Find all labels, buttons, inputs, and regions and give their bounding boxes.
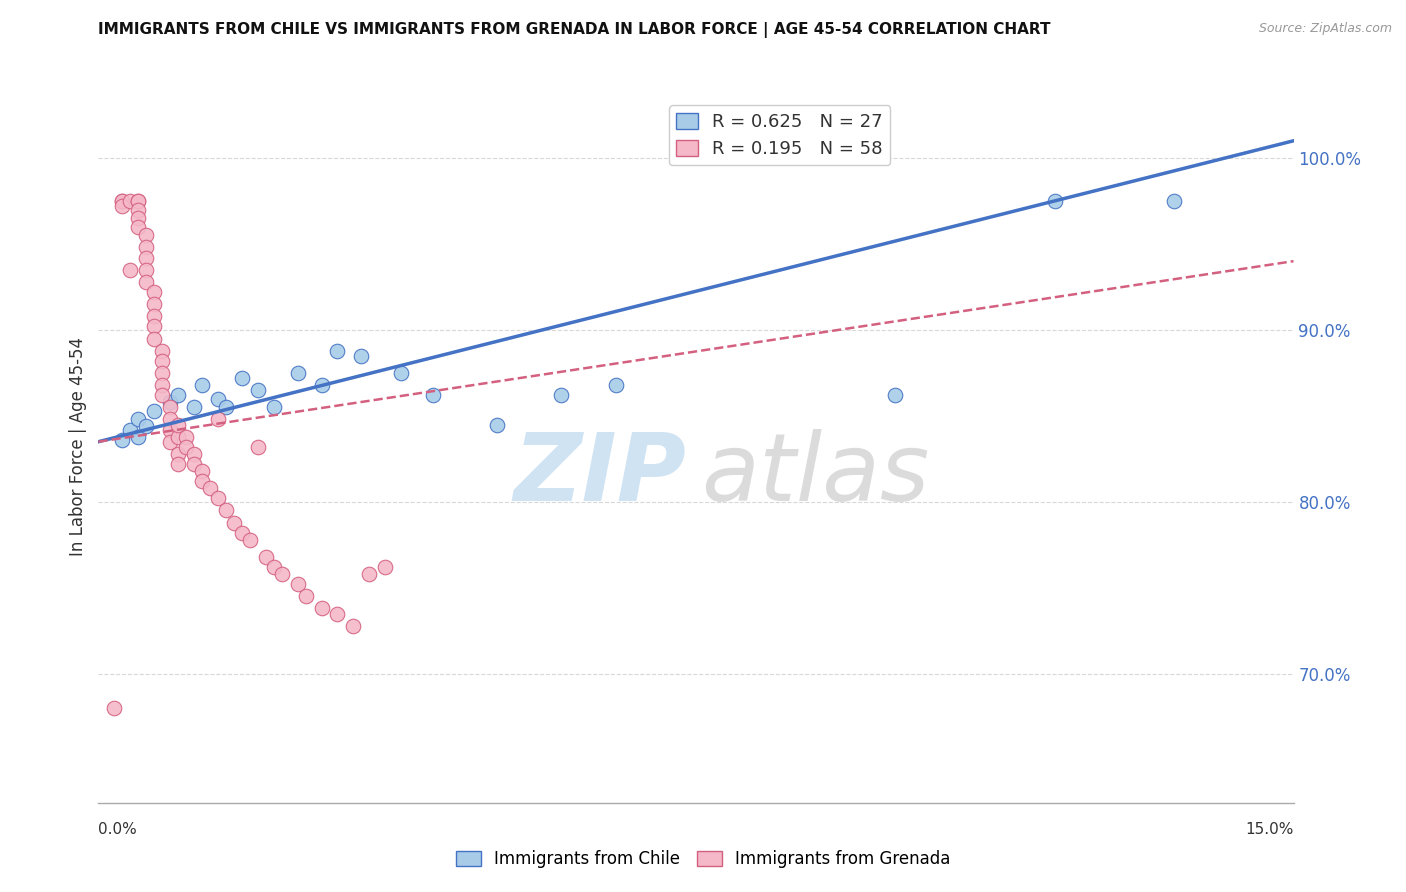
Text: IMMIGRANTS FROM CHILE VS IMMIGRANTS FROM GRENADA IN LABOR FORCE | AGE 45-54 CORR: IMMIGRANTS FROM CHILE VS IMMIGRANTS FROM… (98, 22, 1050, 38)
Point (207, 491, 229, 506)
Point (215, 503, 238, 517)
Point (143, 309, 166, 323)
Point (120, 194, 142, 208)
Point (127, 429, 149, 443)
Point (183, 401, 205, 415)
Text: ZIP: ZIP (515, 428, 686, 521)
Point (167, 457, 190, 471)
Legend: R = 0.625   N = 27, R = 0.195   N = 58: R = 0.625 N = 27, R = 0.195 N = 58 (669, 105, 890, 165)
Point (485, 417, 508, 432)
Point (135, 228, 157, 243)
Point (294, 590, 316, 604)
Point (270, 567, 292, 582)
Point (150, 343, 173, 358)
Point (111, 199, 134, 213)
Y-axis label: In Labor Force | Age 45-54: In Labor Force | Age 45-54 (69, 336, 87, 556)
Point (135, 419, 157, 434)
Point (111, 194, 134, 208)
Text: 0.0%: 0.0% (98, 822, 138, 837)
Point (167, 417, 190, 432)
Point (326, 607, 349, 621)
Point (159, 412, 181, 426)
Point (150, 388, 173, 402)
Text: 15.0%: 15.0% (1246, 822, 1294, 837)
Point (150, 354, 173, 368)
Point (174, 429, 197, 443)
Point (143, 297, 166, 311)
Point (1163, 194, 1185, 208)
Point (127, 194, 149, 208)
Point (103, 701, 125, 715)
Point (127, 211, 149, 226)
Point (135, 275, 157, 289)
Point (135, 262, 157, 277)
Point (231, 525, 253, 540)
Point (127, 194, 149, 208)
Point (605, 378, 627, 392)
Point (342, 618, 364, 632)
Point (287, 366, 309, 380)
Point (311, 601, 333, 615)
Point (159, 401, 181, 415)
Point (422, 388, 444, 402)
Text: Source: ZipAtlas.com: Source: ZipAtlas.com (1258, 22, 1392, 36)
Point (231, 371, 253, 385)
Point (191, 464, 214, 478)
Point (143, 319, 166, 334)
Point (550, 388, 572, 402)
Point (135, 240, 157, 254)
Point (359, 567, 381, 582)
Point (111, 433, 134, 447)
Point (198, 481, 221, 495)
Point (311, 378, 333, 392)
Point (183, 457, 205, 471)
Point (246, 440, 269, 454)
Point (263, 560, 285, 574)
Text: atlas: atlas (702, 429, 929, 520)
Point (374, 560, 396, 574)
Point (150, 366, 173, 380)
Point (884, 388, 907, 402)
Point (120, 262, 142, 277)
Point (150, 378, 173, 392)
Point (159, 423, 181, 437)
Point (167, 447, 190, 461)
Point (159, 434, 181, 449)
Point (263, 401, 285, 415)
Point (207, 412, 229, 426)
Point (350, 349, 373, 363)
Point (326, 343, 349, 358)
Point (159, 395, 181, 409)
Point (191, 378, 214, 392)
Point (239, 533, 262, 547)
Point (127, 219, 149, 234)
Point (207, 392, 229, 406)
Point (167, 388, 190, 402)
Point (191, 475, 214, 489)
Point (287, 577, 309, 591)
Point (222, 516, 245, 530)
Point (120, 423, 142, 437)
Point (174, 440, 197, 454)
Point (127, 412, 149, 426)
Point (135, 251, 157, 265)
Point (1043, 194, 1066, 208)
Point (143, 403, 166, 417)
Point (143, 332, 166, 346)
Point (389, 366, 412, 380)
Point (111, 194, 134, 208)
Point (127, 202, 149, 217)
Point (167, 429, 190, 443)
Legend: Immigrants from Chile, Immigrants from Grenada: Immigrants from Chile, Immigrants from G… (449, 844, 957, 875)
Point (215, 401, 238, 415)
Point (254, 549, 277, 564)
Point (246, 383, 269, 397)
Point (183, 447, 205, 461)
Point (143, 285, 166, 299)
